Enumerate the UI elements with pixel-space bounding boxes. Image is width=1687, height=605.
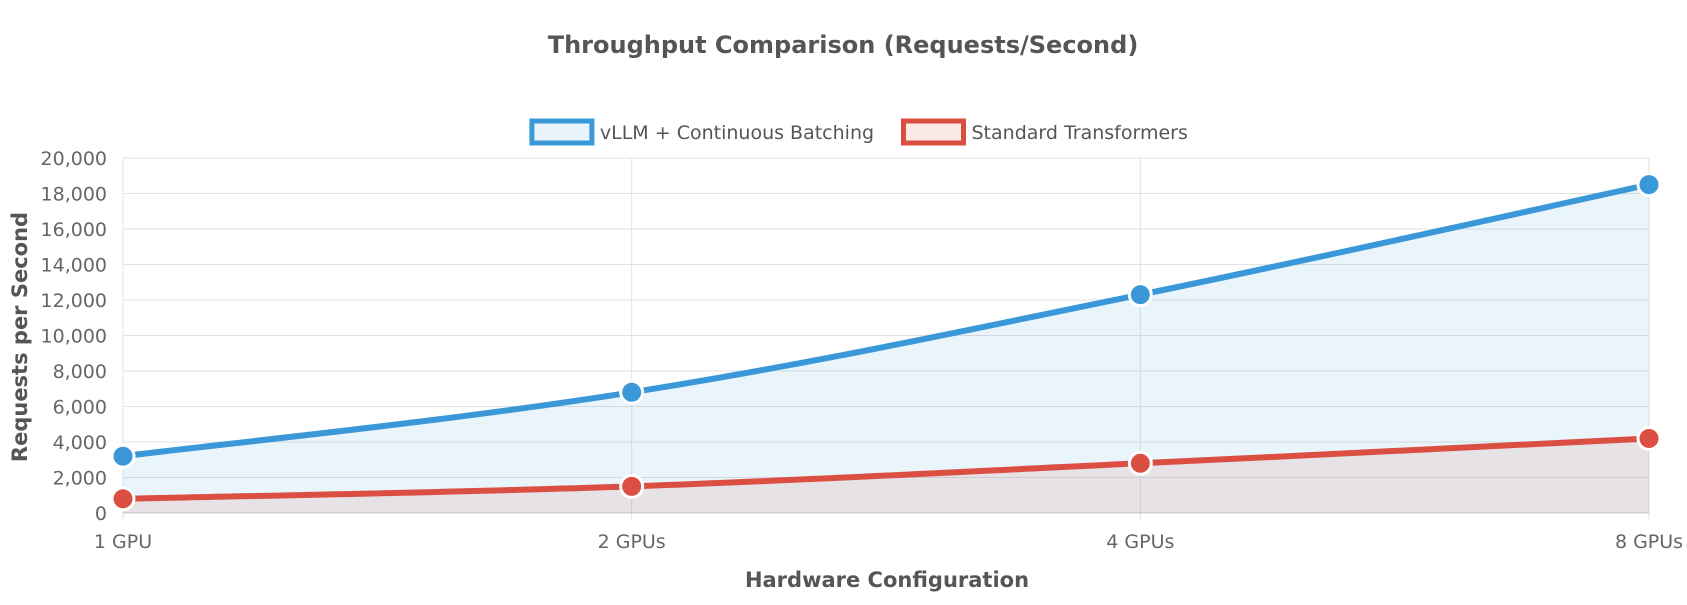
series-lines: [120, 181, 1652, 502]
data-point[interactable]: [619, 379, 645, 405]
legend-swatch: [901, 118, 966, 146]
data-point[interactable]: [1636, 425, 1662, 451]
y-tick-label: 6,000: [53, 397, 107, 419]
y-axis-title: Requests per Second: [8, 212, 32, 462]
legend-label: Standard Transformers: [972, 122, 1188, 144]
y-tick-label: 4,000: [53, 432, 107, 454]
x-tick-label: 1 GPU: [94, 531, 152, 553]
data-point[interactable]: [1127, 282, 1153, 308]
data-point[interactable]: [1636, 172, 1662, 198]
chart-title: Throughput Comparison (Requests/Second): [548, 31, 1139, 59]
series-line-0: [120, 181, 1652, 460]
series-points: [110, 172, 1662, 512]
x-axis-ticks: 1 GPU 2 GPUs 4 GPUs 8 GPUs: [94, 531, 1683, 553]
legend-item-0[interactable]: vLLM + Continuous Batching: [529, 118, 874, 146]
y-tick-label: 0: [95, 503, 107, 525]
legend-label: vLLM + Continuous Batching: [600, 122, 874, 144]
y-tick-label: 18,000: [41, 184, 107, 206]
y-tick-label: 20,000: [41, 148, 107, 170]
y-tick-label: 2,000: [53, 468, 107, 490]
y-tick-label: 8,000: [53, 361, 107, 383]
y-tick-label: 16,000: [41, 219, 107, 241]
chart-legend: vLLM + Continuous Batching Standard Trans…: [529, 118, 1188, 146]
y-axis-ticks: 0 2,000 4,000 6,000 8,000 10,000 12,000 14,000 1…: [41, 148, 107, 525]
data-point[interactable]: [1127, 450, 1153, 476]
x-tick-label: 4 GPUs: [1106, 531, 1174, 553]
series-line-1: [120, 435, 1652, 502]
data-point[interactable]: [110, 486, 136, 512]
x-tick-label: 2 GPUs: [598, 531, 666, 553]
legend-item-1[interactable]: Standard Transformers: [901, 118, 1188, 146]
y-tick-label: 14,000: [41, 255, 107, 277]
data-point[interactable]: [619, 473, 645, 499]
x-tick-label: 8 GPUs: [1615, 531, 1683, 553]
y-tick-label: 12,000: [41, 290, 107, 312]
data-point[interactable]: [110, 443, 136, 469]
legend-swatch: [529, 118, 595, 146]
y-tick-label: 10,000: [41, 326, 107, 348]
x-axis-title: Hardware Configuration: [745, 568, 1029, 592]
